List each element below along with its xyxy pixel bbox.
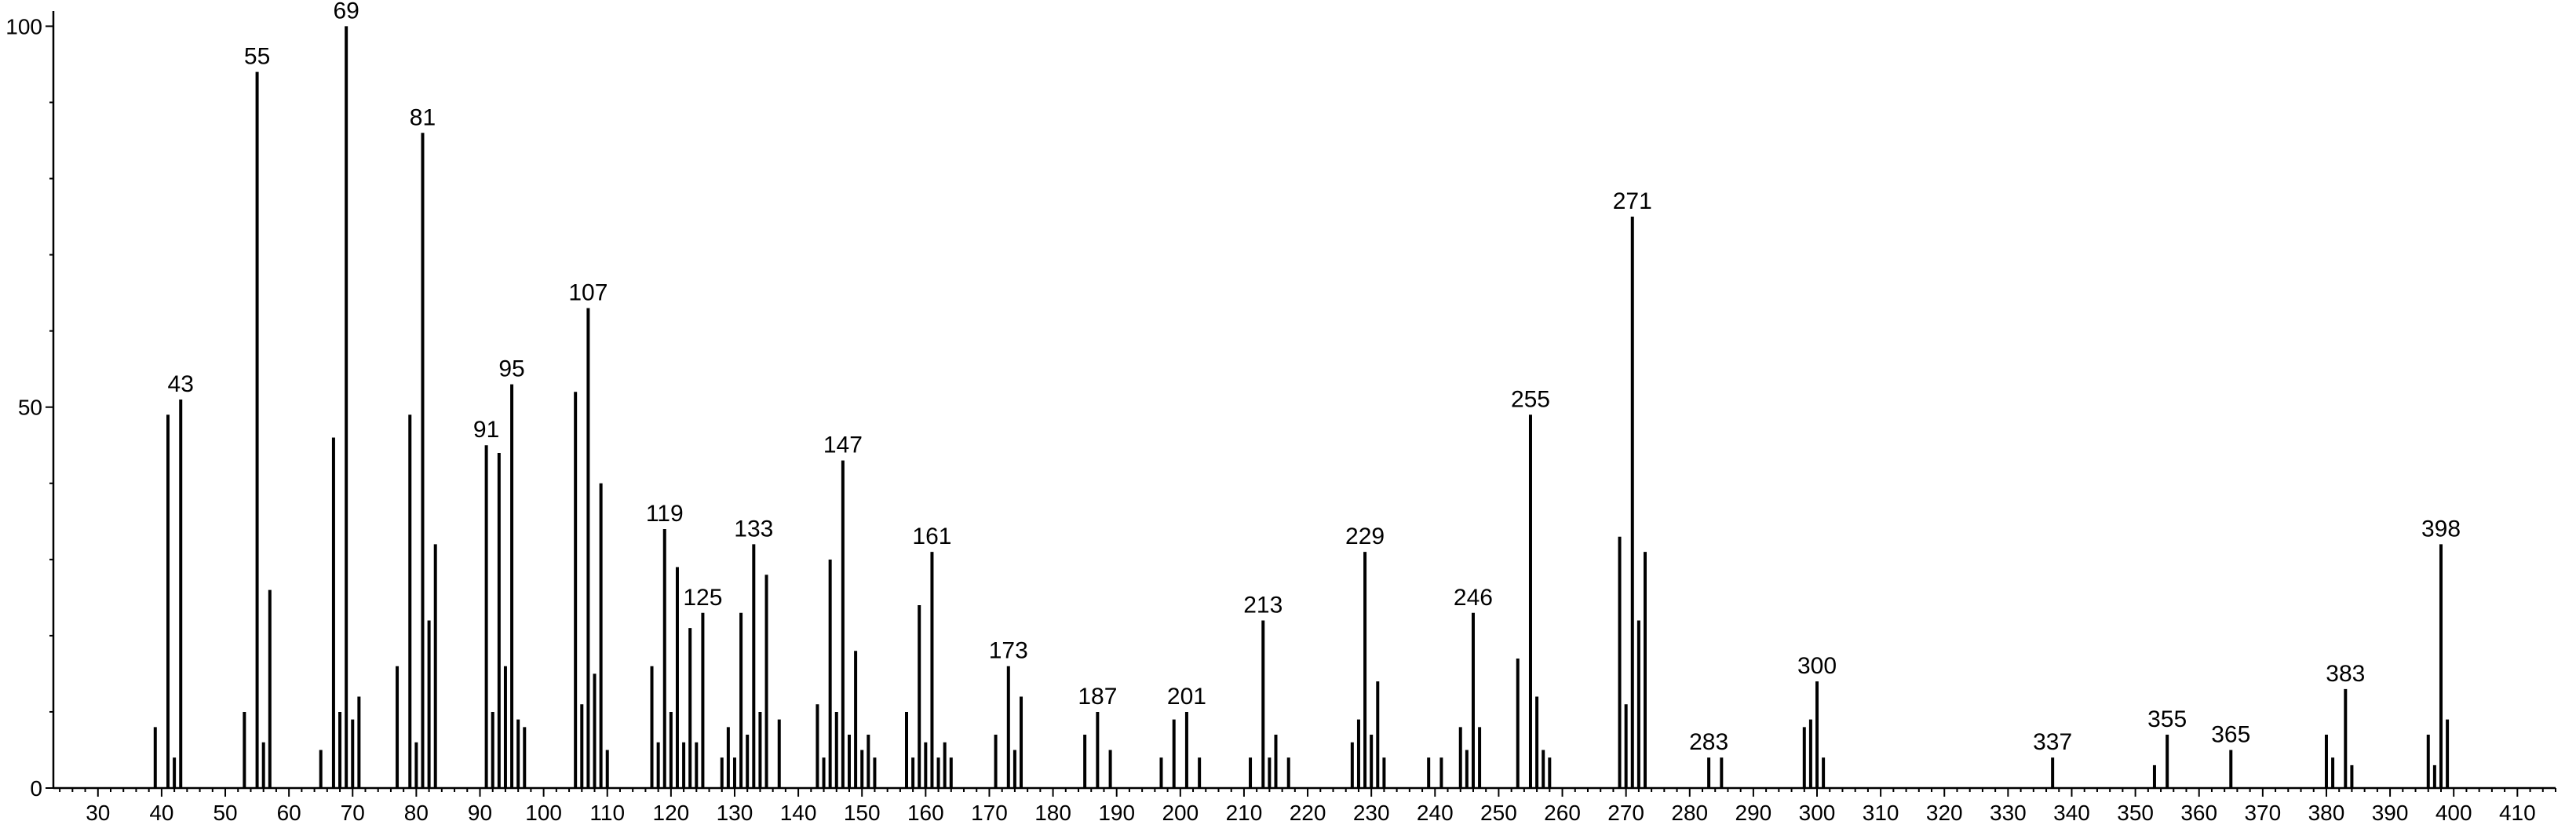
x-tick-label: 100 bbox=[525, 801, 562, 825]
peak-label: 383 bbox=[2326, 661, 2365, 687]
x-tick-label: 320 bbox=[1926, 801, 1963, 825]
x-tick-label: 90 bbox=[468, 801, 492, 825]
x-tick-label: 290 bbox=[1735, 801, 1772, 825]
x-tick-label: 380 bbox=[2308, 801, 2345, 825]
x-tick-label: 190 bbox=[1098, 801, 1135, 825]
peak-label: 173 bbox=[989, 638, 1028, 664]
y-tick-label: 0 bbox=[30, 776, 42, 801]
peak-label: 91 bbox=[473, 417, 499, 443]
x-tick-label: 150 bbox=[844, 801, 881, 825]
peak-label: 187 bbox=[1078, 684, 1117, 710]
x-tick-label: 120 bbox=[653, 801, 690, 825]
peak-label: 246 bbox=[1454, 585, 1493, 611]
peak-label: 161 bbox=[912, 524, 951, 549]
x-tick-label: 280 bbox=[1671, 801, 1708, 825]
peak-label: 95 bbox=[498, 356, 524, 382]
peak-label: 283 bbox=[1689, 729, 1728, 755]
peak-label: 300 bbox=[1797, 653, 1837, 679]
y-tick-label: 100 bbox=[5, 14, 42, 38]
x-tick-label: 180 bbox=[1034, 801, 1071, 825]
peak-label: 69 bbox=[333, 0, 359, 24]
x-tick-label: 310 bbox=[1863, 801, 1899, 825]
x-tick-label: 400 bbox=[2436, 801, 2472, 825]
peak-label: 43 bbox=[168, 371, 194, 397]
x-tick-label: 170 bbox=[971, 801, 1008, 825]
x-axis-ticks: 30 40 50 60 70 80 90 100 110 120 130 140 150 160 170 18… bbox=[86, 788, 2536, 825]
peak-label: 81 bbox=[410, 104, 436, 130]
y-tick-label: 50 bbox=[18, 396, 42, 420]
spectrum-peaks bbox=[153, 26, 2450, 788]
x-tick-label: 40 bbox=[149, 801, 173, 825]
x-tick-label: 370 bbox=[2244, 801, 2281, 825]
x-tick-label: 390 bbox=[2372, 801, 2409, 825]
x-tick-label: 140 bbox=[780, 801, 817, 825]
x-tick-label: 350 bbox=[2117, 801, 2154, 825]
x-tick-label: 200 bbox=[1162, 801, 1199, 825]
peak-label: 107 bbox=[568, 280, 608, 306]
peak-label: 147 bbox=[823, 432, 863, 458]
x-tick-label: 270 bbox=[1607, 801, 1644, 825]
peak-label: 125 bbox=[683, 585, 722, 611]
peak-label: 255 bbox=[1511, 386, 1550, 412]
peak-labels: 43 55 69 81 91 95 107 119 125 133 147 161 173 187 201 2… bbox=[168, 0, 2461, 755]
x-tick-label: 340 bbox=[2053, 801, 2090, 825]
x-tick-label: 330 bbox=[1990, 801, 2027, 825]
peak-label: 229 bbox=[1345, 524, 1385, 549]
x-tick-label: 260 bbox=[1544, 801, 1581, 825]
x-tick-label: 220 bbox=[1290, 801, 1326, 825]
peak-label: 213 bbox=[1243, 592, 1283, 618]
peak-label: 55 bbox=[244, 44, 270, 70]
x-tick-label: 70 bbox=[341, 801, 365, 825]
x-tick-label: 160 bbox=[907, 801, 944, 825]
x-tick-label: 410 bbox=[2499, 801, 2536, 825]
peak-label: 201 bbox=[1167, 684, 1206, 710]
x-tick-label: 360 bbox=[2180, 801, 2217, 825]
x-tick-label: 250 bbox=[1480, 801, 1517, 825]
x-tick-label: 80 bbox=[404, 801, 429, 825]
x-tick-label: 50 bbox=[213, 801, 237, 825]
x-tick-label: 210 bbox=[1226, 801, 1263, 825]
peak-label: 355 bbox=[2147, 706, 2187, 732]
peak-label: 119 bbox=[646, 501, 684, 527]
x-tick-label: 230 bbox=[1353, 801, 1390, 825]
x-tick-label: 60 bbox=[277, 801, 301, 825]
x-tick-label: 300 bbox=[1799, 801, 1836, 825]
y-axis-ticks: 0 50 100 bbox=[5, 14, 53, 801]
peak-label: 337 bbox=[2033, 729, 2072, 755]
x-tick-label: 130 bbox=[717, 801, 753, 825]
x-tick-label: 110 bbox=[589, 801, 625, 825]
peak-label: 365 bbox=[2211, 721, 2250, 747]
x-tick-label: 240 bbox=[1417, 801, 1454, 825]
peak-label: 398 bbox=[2421, 516, 2461, 542]
x-tick-label: 30 bbox=[86, 801, 110, 825]
peak-label: 133 bbox=[734, 516, 773, 542]
peak-label: 271 bbox=[1613, 188, 1652, 214]
